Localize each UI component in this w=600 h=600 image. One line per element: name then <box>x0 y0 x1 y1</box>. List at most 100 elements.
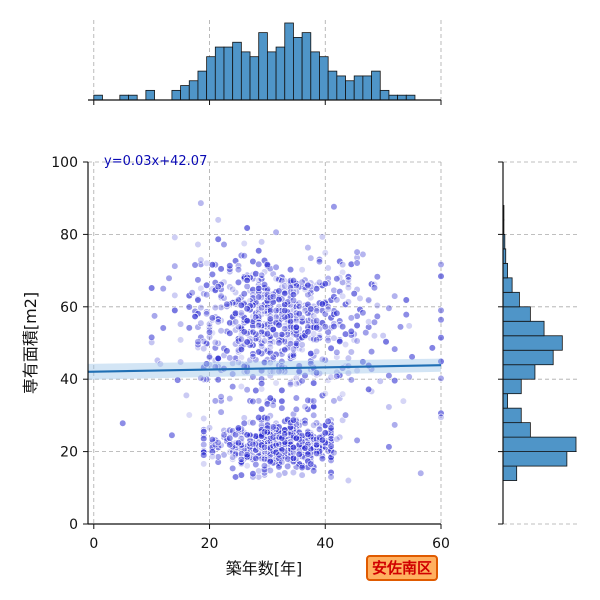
scatter-point <box>367 348 376 356</box>
scatter-point <box>240 252 248 260</box>
scatter-point <box>304 396 312 404</box>
scatter-point <box>333 368 341 376</box>
scatter-point <box>321 429 329 437</box>
x-hist-bar <box>362 75 372 101</box>
x-hist-bar <box>319 56 329 101</box>
scatter-point <box>258 432 266 440</box>
scatter-point <box>307 460 315 468</box>
scatter-point <box>263 424 271 432</box>
scatter-point <box>249 352 257 361</box>
scatter-point <box>298 341 306 349</box>
scatter-point <box>226 354 234 362</box>
scatter-point <box>226 262 234 270</box>
scatter-point <box>341 411 350 419</box>
scatter-point <box>229 370 237 378</box>
scatter-point <box>217 397 225 405</box>
scatter-point <box>298 266 306 274</box>
scatter-point <box>217 265 225 273</box>
scatter-point <box>295 299 303 307</box>
scatter-point <box>266 343 274 351</box>
scatter-point <box>289 468 298 477</box>
scatter-point <box>365 323 373 331</box>
scatter-point <box>249 419 257 427</box>
scatter-point <box>344 369 353 377</box>
y-hist-bar <box>502 451 568 467</box>
scatter-point <box>249 350 257 358</box>
scatter-point <box>327 344 335 352</box>
scatter-point <box>226 434 234 442</box>
scatter-point <box>336 337 344 345</box>
scatter-point <box>347 314 355 322</box>
scatter-point <box>324 305 332 313</box>
scatter-point <box>278 434 286 442</box>
scatter-point <box>344 476 353 485</box>
scatter-point <box>194 296 202 304</box>
scatter-point <box>344 354 353 362</box>
y-hist-bar <box>502 320 545 337</box>
scatter-point <box>347 260 355 268</box>
scatter-point <box>246 431 254 439</box>
scatter-point <box>234 358 243 366</box>
scatter-point <box>362 329 370 337</box>
scatter-point <box>365 385 373 394</box>
scatter-point <box>437 374 445 383</box>
scatter-point <box>240 290 248 298</box>
scatter-point <box>205 353 214 361</box>
x-marginal-histogram <box>93 22 416 101</box>
scatter-point <box>324 303 332 311</box>
scatter-point <box>255 321 263 330</box>
scatter-point <box>249 328 257 336</box>
scatter-point <box>266 317 274 325</box>
scatter-point <box>281 426 289 434</box>
scatter-point <box>304 281 312 289</box>
y-axis-label: 専有面積[m2] <box>21 292 40 394</box>
scatter-point <box>266 336 274 344</box>
scatter-point <box>333 309 341 317</box>
scatter-point <box>243 317 251 325</box>
scatter-point <box>292 380 300 388</box>
scatter-point <box>168 431 176 439</box>
scatter-point <box>258 271 266 279</box>
scatter-point <box>208 452 217 461</box>
scatter-point <box>249 397 257 406</box>
scatter-point <box>402 296 410 304</box>
scatter-point <box>278 404 286 412</box>
scatter-point <box>243 276 251 284</box>
scatter-point <box>185 324 193 332</box>
scatter-point <box>240 328 248 336</box>
scatter-point <box>333 348 341 357</box>
scatter-point <box>200 441 208 449</box>
scatter-point <box>339 390 347 398</box>
scatter-point <box>327 424 335 432</box>
scatter-point <box>437 316 445 324</box>
scatter-point <box>237 345 245 354</box>
scatter-point <box>214 376 222 384</box>
scatter-point <box>203 360 211 368</box>
scatter-point <box>156 360 164 368</box>
scatter-point <box>266 372 274 380</box>
scatter-point <box>344 276 353 284</box>
scatter-point <box>266 394 274 402</box>
scatter-point <box>208 270 217 278</box>
scatter-point <box>278 397 286 405</box>
scatter-point <box>315 255 324 264</box>
scatter-point <box>185 303 193 311</box>
scatter-point <box>307 350 315 358</box>
scatter-point <box>252 454 260 462</box>
scatter-point <box>339 292 347 300</box>
scatter-point <box>315 257 324 266</box>
scatter-point <box>255 293 263 301</box>
y-hist-bar <box>502 277 513 293</box>
scatter-point <box>278 357 286 366</box>
scatter-point <box>226 329 234 337</box>
regression-line-path <box>87 364 442 373</box>
scatter-point <box>304 450 312 458</box>
scatter-point <box>205 424 214 432</box>
scatter-point <box>327 373 335 381</box>
scatter-point <box>437 413 445 421</box>
scatter-point <box>373 301 381 310</box>
scatter-point <box>408 353 416 361</box>
scatter-point <box>185 411 193 419</box>
scatter-point <box>307 315 315 323</box>
scatter-point <box>217 441 225 449</box>
